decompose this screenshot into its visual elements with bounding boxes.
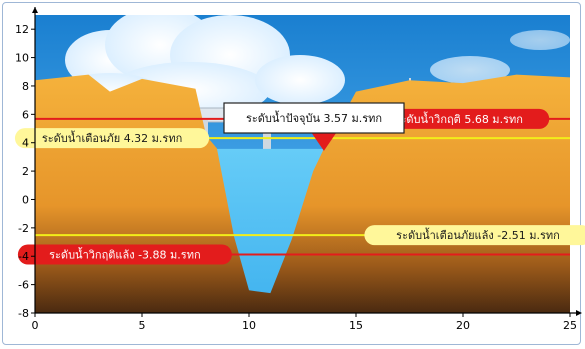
current-level-marker: ระดับน้ำปัจจุบัน 3.57 ม.รทก [223, 102, 405, 151]
x-axis-arrow [576, 310, 582, 316]
y-tick-label: -4 [18, 250, 29, 263]
y-tick-label: 4 [22, 137, 29, 150]
x-tick-label: 20 [456, 319, 470, 332]
flood_critical-label: ระดับน้ำวิกฤติ 5.68 ม.รทก [395, 111, 523, 126]
y-tick-label: 8 [22, 80, 29, 93]
x-tick-label: 15 [349, 319, 363, 332]
drought_warning-label-bg [364, 225, 585, 246]
y-tick-label: -2 [18, 222, 29, 235]
drought_critical-label: ระดับน้ำวิกฤติแล้ง -3.88 ม.รทก [49, 247, 201, 262]
y-tick-label: 10 [15, 52, 29, 65]
current-level-label: ระดับน้ำปัจจุบัน 3.57 ม.รทก [246, 110, 382, 125]
reference-lines: ระดับน้ำวิกฤติ 5.68 ม.รทกระดับน้ำเตือนภั… [14, 108, 585, 265]
drought_warning-label: ระดับน้ำเตือนภัยแล้ง -2.51 ม.รทก [396, 227, 560, 242]
drought_critical-label-bg [17, 244, 232, 265]
y-tick-label: 12 [15, 23, 29, 36]
y-tick-label: -8 [18, 307, 29, 320]
scene [35, 15, 570, 313]
y-tick-label: -6 [18, 279, 29, 292]
current-level-arrow-head [310, 131, 337, 151]
current-level-callout [223, 102, 405, 134]
y-tick-label: 0 [22, 193, 29, 206]
x-tick-label: 5 [139, 319, 146, 332]
flood_warning-label-bg [14, 128, 210, 149]
flood_warning-label: ระดับน้ำเตือนภัย 4.32 ม.รทก [42, 130, 182, 145]
y-axis-arrow [32, 7, 38, 13]
x-tick-label: 0 [32, 319, 39, 332]
x-tick-label: 25 [563, 319, 577, 332]
y-tick-label: 6 [22, 108, 29, 121]
flood_critical-label-bg [368, 108, 550, 129]
y-tick-label: 2 [22, 165, 29, 178]
x-tick-label: 10 [242, 319, 256, 332]
